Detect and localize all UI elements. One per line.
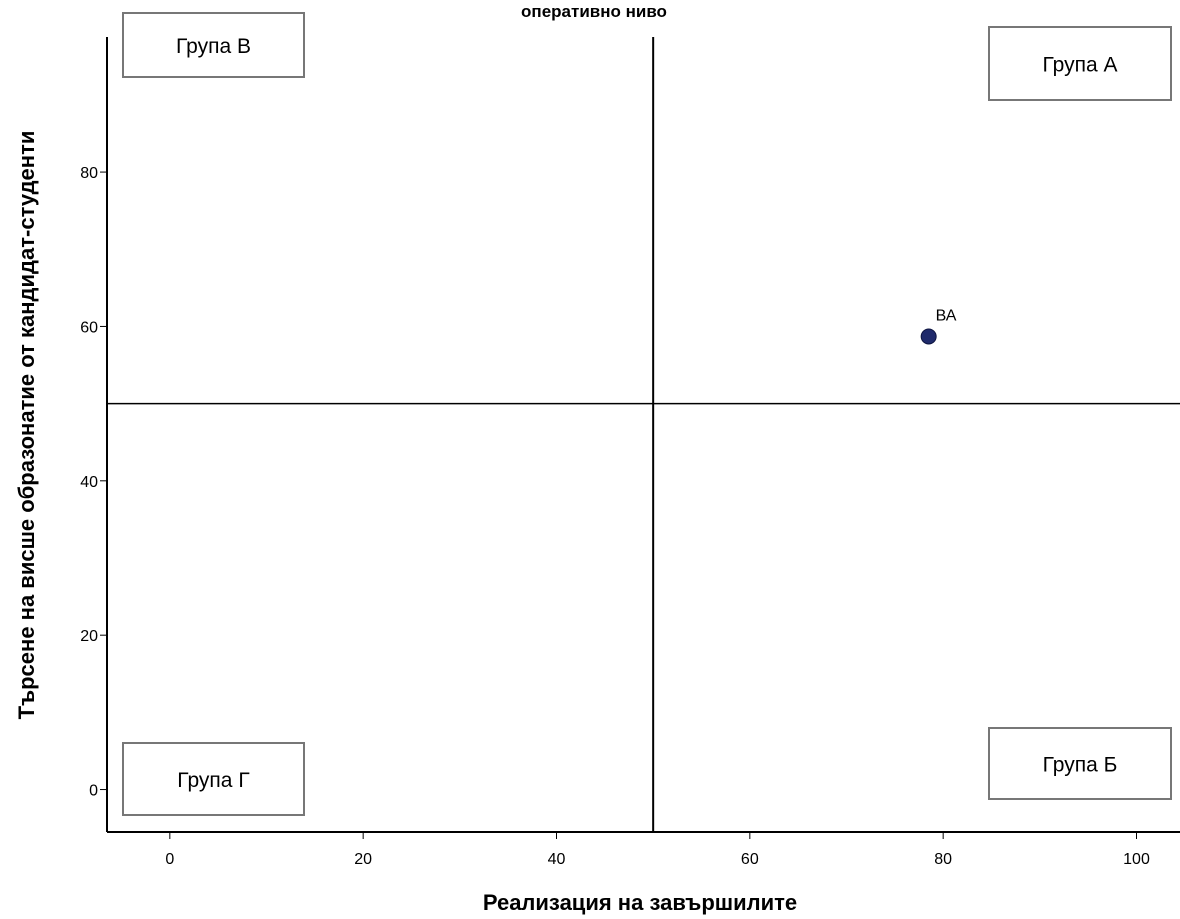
quadrant-label-box [122, 742, 305, 816]
quadrant-label-box [988, 727, 1172, 800]
x-tick-label: 40 [548, 851, 566, 868]
quadrant-label-top-right: Група А [988, 26, 1172, 101]
quadrant-label-text: Група В [176, 35, 251, 58]
plot-frame [106, 37, 1180, 833]
y-axis-ticks: 0 20 40 60 80 [80, 165, 107, 800]
data-point-label: ВА [936, 307, 957, 324]
data-point [920, 328, 937, 345]
quadrant-label-top-left: Група В [122, 12, 305, 78]
y-axis-title: Търсене на висше образонатие от кандидат… [14, 131, 39, 720]
quadrant-label-bottom-left: Група Г [122, 742, 305, 816]
y-tick-label: 20 [80, 628, 98, 645]
x-tick-label: 20 [354, 851, 372, 868]
quadrant-label-text: Група А [1042, 54, 1117, 77]
x-tick-label: 80 [934, 851, 952, 868]
y-tick-label: 80 [80, 165, 98, 182]
reference-lines [107, 37, 1180, 832]
x-tick-label: 60 [741, 851, 759, 868]
x-tick-label: 0 [165, 851, 174, 868]
quadrant-label-box [988, 26, 1172, 101]
chart-title: оперативно ниво [521, 2, 667, 21]
quadrant-labels: Група В Група А Група Г Група Б [122, 12, 1172, 816]
x-axis-title: Реализация на завършилите [483, 890, 797, 915]
data-points: ВА [920, 307, 957, 345]
y-tick-label: 60 [80, 319, 98, 336]
x-tick-label: 100 [1123, 851, 1150, 868]
quadrant-label-box [122, 12, 305, 78]
y-tick-label: 40 [80, 474, 98, 491]
quadrant-label-text: Група Б [1043, 754, 1118, 777]
y-tick-label: 0 [89, 783, 98, 800]
x-axis-ticks: 0 20 40 60 80 100 [165, 832, 1150, 868]
quadrant-label-bottom-right: Група Б [988, 727, 1172, 800]
quadrant-label-text: Група Г [177, 769, 249, 792]
